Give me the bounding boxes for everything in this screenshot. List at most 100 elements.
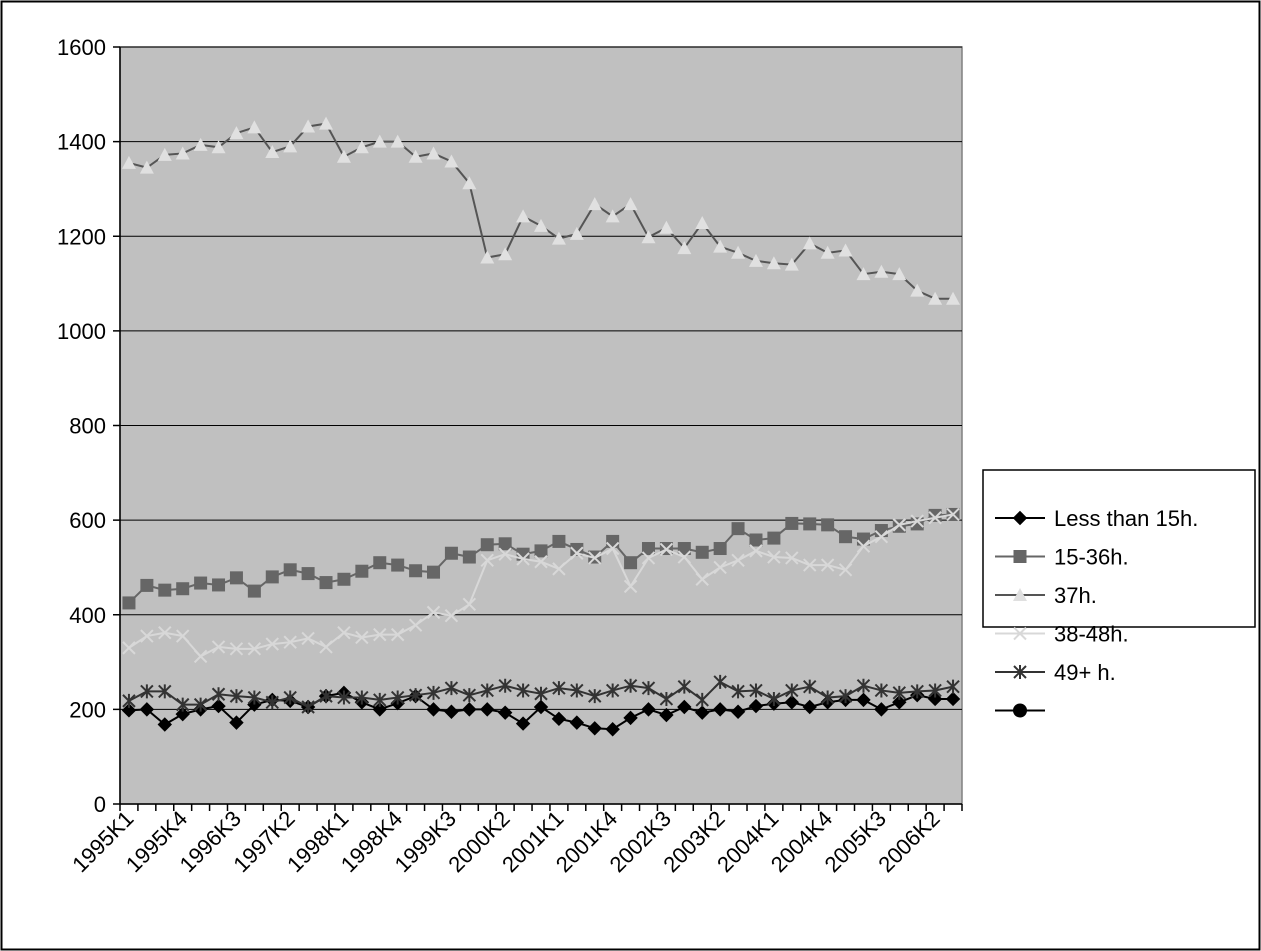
data-point — [444, 154, 459, 168]
data-point — [641, 681, 656, 696]
data-point — [265, 145, 280, 159]
data-point — [337, 572, 351, 586]
data-point — [175, 629, 190, 643]
data-point — [390, 627, 405, 642]
legend-item: 49+ h. — [995, 660, 1116, 685]
data-point — [140, 684, 154, 699]
data-point — [641, 542, 655, 556]
data-point — [767, 691, 781, 706]
data-point — [623, 678, 638, 693]
data-point — [892, 518, 907, 532]
legend-item — [995, 703, 1045, 718]
legend-marker — [1013, 588, 1027, 601]
data-point — [838, 243, 853, 257]
legend-marker — [1012, 510, 1028, 526]
legend-item: 15-36h. — [995, 545, 1129, 570]
data-point — [695, 545, 709, 559]
data-point — [820, 245, 835, 259]
y-tick-label: 1400 — [57, 130, 106, 155]
data-point — [605, 541, 620, 556]
y-tick-label: 200 — [69, 697, 106, 722]
data-point — [283, 635, 297, 649]
data-point — [839, 530, 853, 544]
data-point — [534, 555, 548, 569]
data-point — [516, 552, 530, 566]
data-point — [265, 637, 279, 651]
data-point — [587, 197, 602, 211]
legend-label: Less than 15h. — [1054, 506, 1198, 531]
data-point — [462, 688, 477, 703]
data-point — [301, 631, 315, 646]
data-point — [336, 149, 351, 163]
data-point — [247, 690, 262, 705]
data-point — [659, 691, 674, 706]
data-point — [695, 705, 710, 720]
data-point — [283, 563, 297, 577]
data-point — [677, 550, 692, 564]
data-point — [570, 683, 584, 698]
legend-label: 38-48h. — [1054, 622, 1129, 647]
data-point — [211, 698, 226, 714]
data-point — [534, 218, 548, 232]
data-point — [856, 692, 871, 708]
data-point — [677, 542, 691, 556]
legend-marker — [1013, 626, 1027, 641]
data-point — [498, 547, 512, 561]
data-point — [409, 564, 423, 578]
data-point — [319, 116, 334, 130]
data-point — [140, 629, 154, 643]
data-point — [444, 608, 459, 623]
data-point — [515, 716, 531, 731]
data-point — [247, 642, 262, 656]
y-tick-label: 1000 — [57, 319, 106, 344]
data-point — [462, 550, 476, 564]
data-point — [677, 699, 692, 715]
data-point — [641, 230, 656, 244]
data-point — [820, 558, 835, 572]
data-point — [874, 264, 889, 278]
data-point — [158, 583, 172, 597]
data-point — [480, 702, 495, 717]
data-point — [552, 562, 566, 576]
legend-label: 37h. — [1054, 583, 1097, 608]
data-point — [157, 147, 172, 161]
data-point — [588, 551, 602, 565]
data-point — [122, 693, 136, 708]
data-point — [462, 597, 477, 612]
data-point — [373, 556, 387, 570]
data-point — [784, 257, 799, 271]
data-point — [516, 209, 531, 223]
data-point — [605, 722, 620, 737]
data-point — [498, 537, 512, 551]
y-tick-label: 1600 — [57, 35, 106, 60]
data-point — [175, 146, 190, 160]
data-point — [283, 139, 298, 153]
data-point — [211, 687, 226, 702]
data-point — [569, 715, 585, 730]
data-point — [408, 618, 423, 632]
data-point — [910, 514, 924, 528]
data-point — [212, 578, 226, 592]
data-point — [122, 596, 136, 610]
data-point — [713, 239, 728, 253]
data-point — [856, 678, 871, 693]
data-point — [785, 551, 799, 565]
data-point — [569, 226, 584, 240]
data-point — [229, 571, 243, 585]
data-point — [803, 517, 817, 531]
data-point — [803, 558, 817, 572]
data-point — [355, 564, 369, 578]
data-point — [749, 533, 763, 547]
data-point — [462, 702, 477, 717]
data-point — [641, 551, 656, 565]
data-point — [623, 197, 638, 211]
data-point — [158, 626, 172, 640]
data-point — [695, 216, 710, 230]
data-point — [319, 640, 333, 654]
data-point — [193, 649, 208, 664]
data-point — [498, 678, 512, 693]
data-point — [372, 134, 387, 148]
data-point — [748, 253, 763, 267]
data-point — [122, 641, 136, 655]
data-point — [247, 120, 262, 134]
